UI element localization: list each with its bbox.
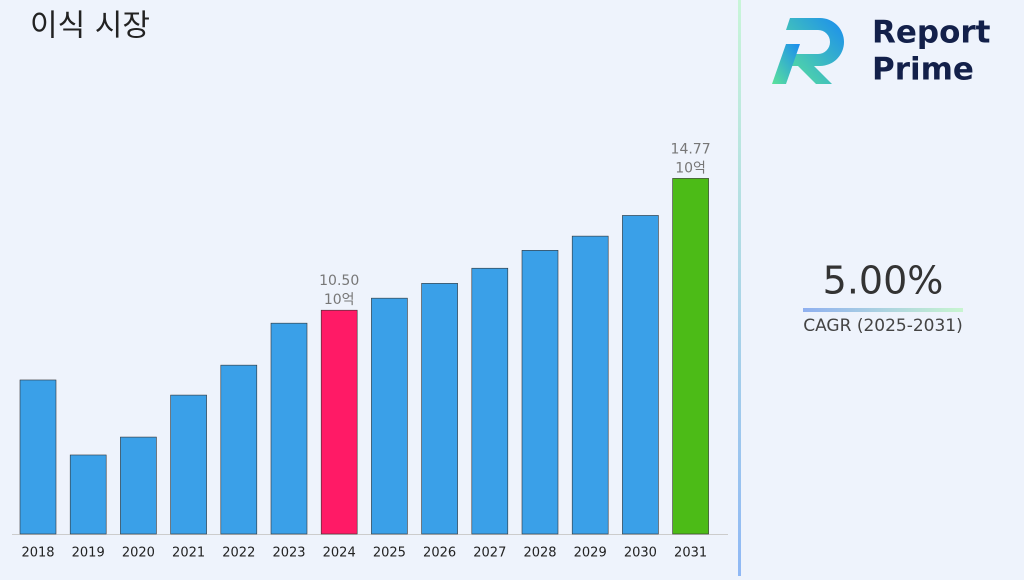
x-tick-label: 2028	[523, 546, 556, 561]
x-tick-label: 2030	[624, 546, 657, 561]
value-label: 10.50	[319, 273, 359, 289]
bar	[69, 454, 107, 535]
value-label: 14.77	[671, 141, 711, 157]
bar	[19, 379, 57, 535]
bar	[471, 267, 509, 535]
x-tick-label: 2019	[72, 546, 105, 561]
x-tick-label: 2020	[122, 546, 155, 561]
logo: Report Prime	[772, 15, 991, 88]
bar	[170, 394, 207, 535]
x-tick-label: 2024	[323, 546, 356, 561]
x-tick-label: 2029	[574, 546, 607, 561]
bar	[672, 178, 709, 535]
chart-title: 이식 시장	[30, 9, 150, 44]
divider	[738, 0, 741, 576]
logo-text: Prime	[872, 52, 974, 88]
x-tick-label: 2018	[21, 546, 54, 561]
logo-text: Report	[872, 15, 991, 51]
x-tick-label: 2027	[473, 546, 506, 561]
x-tick-label: 2021	[172, 546, 205, 561]
value-unit: 10억	[675, 160, 706, 176]
bar	[622, 215, 659, 535]
value-unit: 10억	[324, 292, 355, 308]
cagr-label: CAGR (2025-2031)	[803, 316, 963, 336]
bar	[120, 436, 157, 535]
x-tick-label: 2022	[222, 546, 255, 561]
bar	[421, 283, 458, 535]
x-tick-label: 2025	[373, 546, 406, 561]
cagr-underline	[803, 308, 963, 312]
bar	[521, 250, 559, 535]
bar	[270, 322, 308, 535]
bar	[371, 297, 408, 535]
bar	[320, 309, 358, 535]
cagr-value: 5.00%	[823, 259, 944, 303]
x-tick-label: 2031	[674, 546, 707, 561]
x-tick-label: 2026	[423, 546, 456, 561]
x-tick-label: 2023	[272, 546, 305, 561]
bar	[220, 364, 258, 535]
bar	[571, 235, 609, 535]
